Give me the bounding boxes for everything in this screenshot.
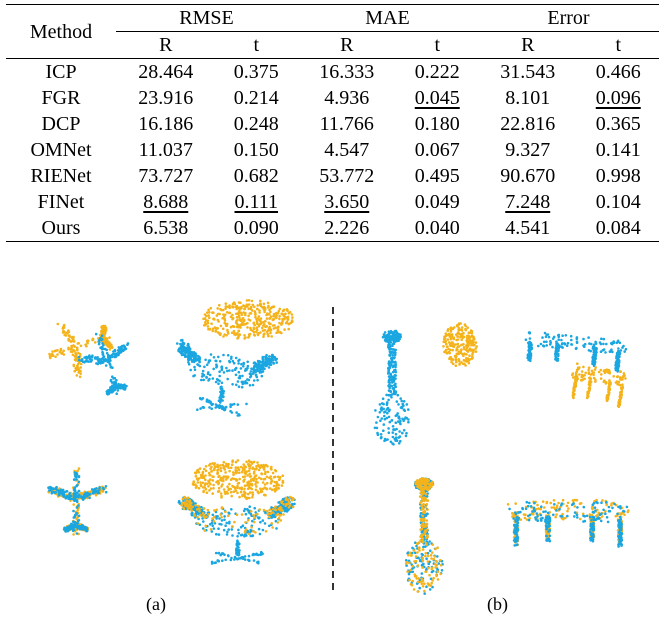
subheader-mae-r: R — [340, 34, 354, 56]
value-cell: 28.464 — [138, 61, 194, 83]
value-cell: 0.084 — [595, 217, 641, 239]
method-cell: OMNet — [30, 139, 92, 161]
value-cell: 0.365 — [595, 113, 641, 135]
value-cell: 9.327 — [505, 139, 551, 161]
method-cell: RIENet — [30, 165, 92, 187]
value-cell: 4.936 — [324, 87, 370, 109]
value-cell: 8.688 — [143, 191, 189, 213]
value-cell: 0.180 — [414, 113, 460, 135]
value-cell: 0.096 — [595, 87, 641, 109]
value-cell: 0.045 — [414, 87, 460, 109]
chair-before-point-cloud — [176, 299, 294, 417]
table-after-point-cloud — [506, 498, 630, 548]
vase-before-point-cloud — [373, 322, 479, 446]
value-cell: 0.214 — [233, 87, 279, 109]
value-cell: 0.141 — [595, 139, 641, 161]
value-cell: 0.222 — [414, 61, 460, 83]
value-cell: 23.916 — [138, 87, 194, 109]
subheader-rmse-r: R — [159, 34, 173, 56]
value-cell: 0.375 — [233, 61, 279, 83]
group-header-mae: MAE — [296, 4, 478, 32]
value-cell: 8.101 — [505, 87, 551, 109]
table-row: Ours 6.538 0.090 2.226 0.040 4.541 0.084 — [6, 215, 659, 242]
method-cell: DCP — [41, 113, 81, 135]
value-cell: 16.186 — [138, 113, 194, 135]
value-cell: 90.670 — [500, 165, 556, 187]
method-cell: FINet — [37, 191, 85, 213]
method-cell: Ours — [41, 217, 81, 239]
value-cell: 16.333 — [319, 61, 375, 83]
group-header-error: Error — [477, 4, 659, 32]
table-row: OMNet 11.037 0.150 4.547 0.067 9.327 0.141 — [6, 137, 659, 163]
group-header-rmse: RMSE — [116, 4, 297, 32]
value-cell: 0.466 — [595, 61, 641, 83]
subheader-error-r: R — [521, 34, 535, 56]
registration-figure — [0, 283, 665, 629]
caption-a: (a) — [146, 594, 166, 614]
value-cell: 6.538 — [143, 217, 189, 239]
value-cell: 0.067 — [414, 139, 460, 161]
value-cell: 3.650 — [324, 191, 370, 213]
value-cell: 73.727 — [138, 165, 194, 187]
table-row: FINet 8.688 0.111 3.650 0.049 7.248 0.104 — [6, 189, 659, 215]
method-header: Method — [29, 20, 93, 43]
value-cell: 2.226 — [324, 217, 370, 239]
method-cell: ICP — [45, 61, 77, 83]
value-cell: 0.040 — [414, 217, 460, 239]
value-cell: 0.998 — [595, 165, 641, 187]
airplane-after-point-cloud — [47, 467, 108, 536]
subheader-rmse-t: t — [253, 34, 260, 56]
value-cell: 0.111 — [234, 191, 279, 213]
value-cell: 0.150 — [233, 139, 279, 161]
value-cell: 0.104 — [595, 191, 641, 213]
value-cell: 0.049 — [414, 191, 460, 213]
value-cell: 11.766 — [319, 113, 374, 135]
results-table: Method RMSE MAE Error R t R t R t ICP 28.… — [6, 4, 659, 242]
table-before-point-cloud — [524, 331, 628, 408]
value-cell: 31.543 — [500, 61, 556, 83]
subheader-error-t: t — [615, 34, 622, 56]
value-cell: 53.772 — [319, 165, 375, 187]
table-row: FGR 23.916 0.214 4.936 0.045 8.101 0.096 — [6, 85, 659, 111]
value-cell: 11.037 — [138, 139, 193, 161]
table-row: ICP 28.464 0.375 16.333 0.222 31.543 0.466 — [6, 58, 659, 86]
vase-after-point-cloud — [404, 477, 444, 595]
method-cell: FGR — [41, 87, 81, 109]
value-cell: 22.816 — [500, 113, 556, 135]
value-cell: 4.547 — [324, 139, 370, 161]
value-cell: 0.090 — [233, 217, 279, 239]
caption-b: (b) — [487, 594, 508, 614]
table-row: RIENet 73.727 0.682 53.772 0.495 90.670 0.998 — [6, 163, 659, 189]
value-cell: 7.248 — [505, 191, 551, 213]
chair-after-point-cloud — [177, 459, 296, 565]
value-cell: 4.541 — [505, 217, 551, 239]
subheader-mae-t: t — [434, 34, 441, 56]
airplane-before-point-cloud — [48, 322, 130, 396]
table-row: DCP 16.186 0.248 11.766 0.180 22.816 0.365 — [6, 111, 659, 137]
value-cell: 0.682 — [233, 165, 279, 187]
value-cell: 0.495 — [414, 165, 460, 187]
value-cell: 0.248 — [233, 113, 279, 135]
